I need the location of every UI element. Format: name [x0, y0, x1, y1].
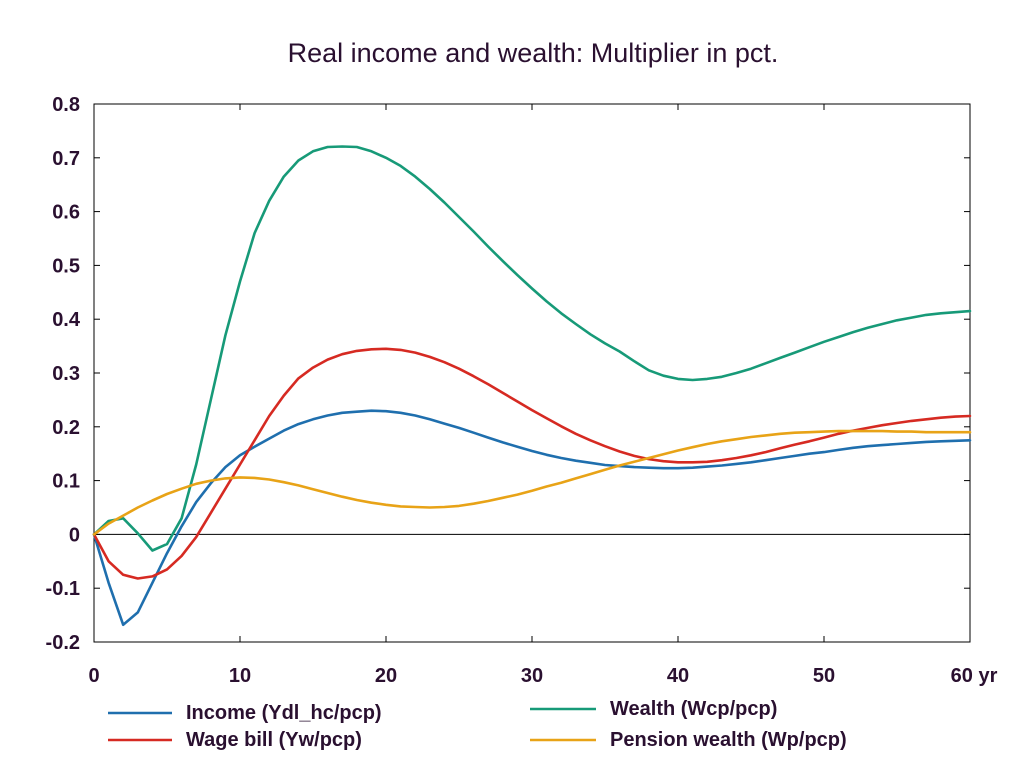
- y-axis-ticks: -0.2 -0.1 0 0.1 0.2 0.3 0.4 0.5 0.6 0.7 0.8: [46, 94, 970, 654]
- x-axis-ticks: 0 10 20 30 40 50 60 yr: [88, 104, 998, 687]
- legend-label-1: Income (Ydl_hc/pcp): [186, 702, 382, 724]
- series-line-3: [92, 145, 972, 552]
- legend-label-4: Pension wealth (Wp/pcp): [610, 729, 847, 751]
- series-layer: [92, 145, 972, 627]
- x-tick-label: 30: [521, 665, 543, 687]
- series-line-2: [92, 347, 972, 580]
- y-tick-label: 0.8: [52, 94, 80, 116]
- legend-label-2: Wage bill (Yw/pcp): [186, 729, 362, 751]
- chart-title: Real income and wealth: Multiplier in pc…: [288, 38, 779, 68]
- y-tick-label: -0.2: [46, 632, 80, 654]
- x-tick-label: 60 yr: [951, 665, 998, 687]
- x-tick-label: 10: [229, 665, 251, 687]
- y-tick-label: 0.6: [52, 202, 80, 224]
- x-tick-label: 40: [667, 665, 689, 687]
- series-line-4: [92, 429, 972, 536]
- legend-label-3: Wealth (Wcp/pcp): [610, 698, 777, 720]
- y-tick-label: 0.5: [52, 255, 80, 277]
- axes: -0.2 -0.1 0 0.1 0.2 0.3 0.4 0.5 0.6 0.7 0.8 0 10 20 3…: [46, 94, 998, 687]
- legend: Income (Ydl_hc/pcp) Wage bill (Yw/pcp) Wea…: [108, 698, 847, 751]
- plot-frame: [93, 103, 971, 643]
- y-tick-label: 0.1: [52, 471, 80, 493]
- x-tick-label: 50: [813, 665, 835, 687]
- x-tick-label: 20: [375, 665, 397, 687]
- y-tick-label: 0: [69, 524, 80, 546]
- y-tick-label: 0.7: [52, 148, 80, 170]
- y-tick-label: -0.1: [46, 578, 80, 600]
- y-tick-label: 0.2: [52, 417, 80, 439]
- x-tick-label: 0: [88, 665, 99, 687]
- y-tick-label: 0.3: [52, 363, 80, 385]
- y-tick-label: 0.4: [52, 309, 81, 331]
- series-line-1: [92, 409, 972, 627]
